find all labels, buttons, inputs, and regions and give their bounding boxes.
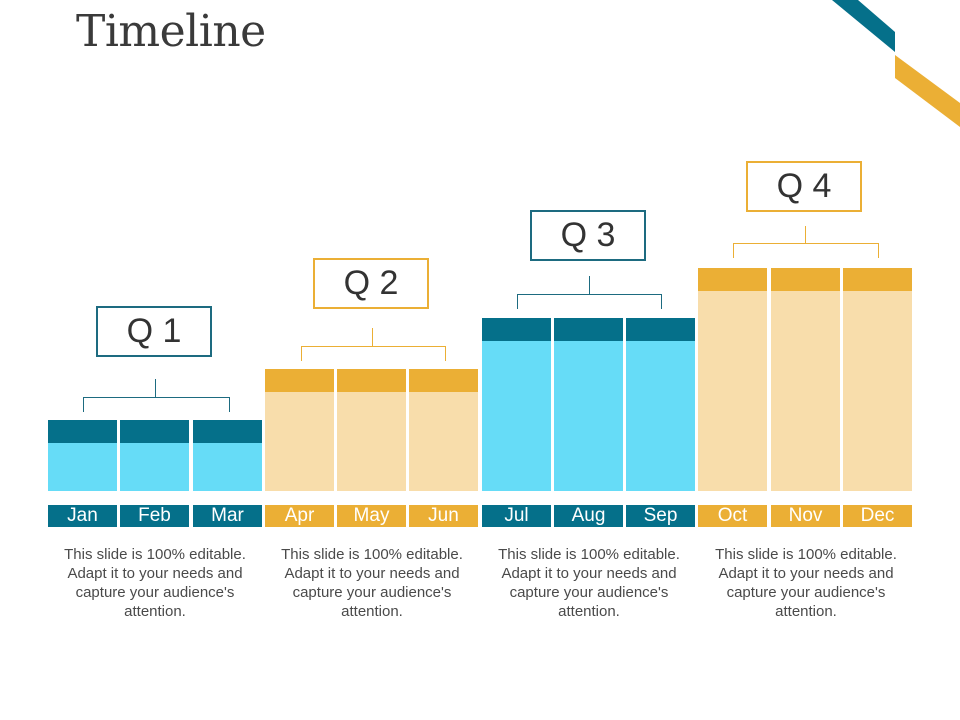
quarter-stem-q4 xyxy=(805,226,806,244)
month-bar-apr xyxy=(265,369,334,491)
month-bar-sep xyxy=(626,318,695,491)
month-bar-dec xyxy=(843,268,912,491)
quarter-box-q3: Q 3 xyxy=(530,210,646,261)
corner-stripe-gold xyxy=(895,55,960,127)
bar-cap xyxy=(771,268,840,291)
quarter-bracket-q4 xyxy=(733,243,879,258)
bar-cap xyxy=(843,268,912,291)
corner-stripe-teal xyxy=(832,0,895,52)
month-bar-nov xyxy=(771,268,840,491)
bar-cap xyxy=(554,318,623,341)
quarter-box-q2: Q 2 xyxy=(313,258,429,309)
month-bar-jun xyxy=(409,369,478,491)
month-bar-may xyxy=(337,369,406,491)
month-label-mar: Mar xyxy=(193,505,262,527)
slide-title: Timeline xyxy=(76,6,266,57)
month-label-jul: Jul xyxy=(482,505,551,527)
month-bar-aug xyxy=(554,318,623,491)
quarter-box-q1: Q 1 xyxy=(96,306,212,357)
bar-cap xyxy=(265,369,334,392)
month-label-dec: Dec xyxy=(843,505,912,527)
month-bar-oct xyxy=(698,268,767,491)
quarter-description-q2: This slide is 100% editable. Adapt it to… xyxy=(281,546,463,620)
bar-cap xyxy=(698,268,767,291)
month-label-sep: Sep xyxy=(626,505,695,527)
bar-cap xyxy=(48,420,117,443)
month-bar-feb xyxy=(120,420,189,491)
month-label-apr: Apr xyxy=(265,505,334,527)
month-bar-mar xyxy=(193,420,262,491)
bar-cap xyxy=(482,318,551,341)
bar-cap xyxy=(337,369,406,392)
month-label-aug: Aug xyxy=(554,505,623,527)
month-label-may: May xyxy=(337,505,406,527)
quarter-bracket-q1 xyxy=(83,397,230,412)
quarter-bracket-q2 xyxy=(301,346,446,361)
month-bar-jan xyxy=(48,420,117,491)
quarter-stem-q3 xyxy=(589,276,590,294)
quarter-bracket-q3 xyxy=(517,294,662,309)
month-bar-jul xyxy=(482,318,551,491)
bar-cap xyxy=(193,420,262,443)
month-label-jun: Jun xyxy=(409,505,478,527)
month-label-nov: Nov xyxy=(771,505,840,527)
month-label-oct: Oct xyxy=(698,505,767,527)
quarter-box-q4: Q 4 xyxy=(746,161,862,212)
quarter-description-q1: This slide is 100% editable. Adapt it to… xyxy=(64,546,246,620)
quarter-description-q3: This slide is 100% editable. Adapt it to… xyxy=(498,546,680,620)
quarter-stem-q2 xyxy=(372,328,373,346)
bar-cap xyxy=(626,318,695,341)
quarter-stem-q1 xyxy=(155,379,156,397)
month-label-feb: Feb xyxy=(120,505,189,527)
bar-cap xyxy=(409,369,478,392)
month-label-jan: Jan xyxy=(48,505,117,527)
quarter-description-q4: This slide is 100% editable. Adapt it to… xyxy=(715,546,897,620)
bar-cap xyxy=(120,420,189,443)
